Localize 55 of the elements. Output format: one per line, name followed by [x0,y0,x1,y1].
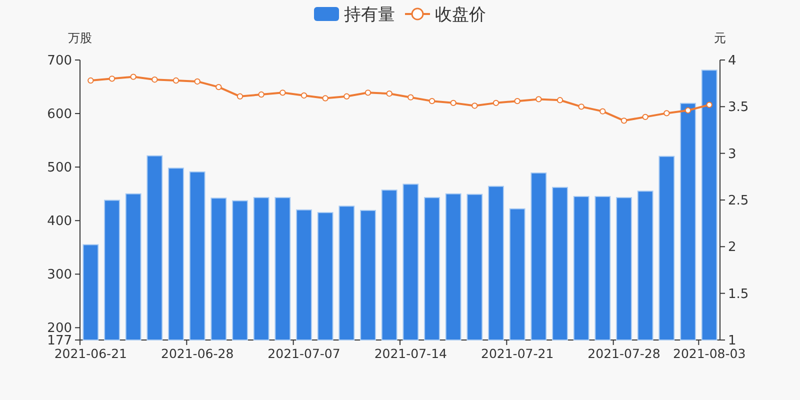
point [172,77,180,84]
point [130,74,136,80]
point [108,76,116,82]
point [706,102,712,108]
point [216,84,222,90]
point [152,76,158,83]
x-tick-label: 2021-06-28 [161,346,234,361]
point [386,90,392,97]
y-tick-label: 500 [47,160,72,176]
y-axis-title: 万股 [68,31,92,45]
y2-tick-label: 1.5 [728,286,749,302]
point [344,93,350,100]
y-tick-label: 400 [47,214,72,230]
x-tick-label: 2021-07-14 [374,346,448,361]
point [600,108,606,114]
x-tick-label: 2021-08-03 [673,346,746,361]
point [642,114,648,120]
point [450,100,456,106]
y-tick-label: 600 [47,107,72,122]
y2-tick-label: 4 [728,54,736,68]
x-tick-label: 2021-07-07 [268,346,340,361]
point [322,95,328,102]
y-tick-label: 177 [47,334,72,348]
point [194,78,200,85]
point [620,118,628,124]
legend-label: 收盘价 [435,5,486,25]
point [664,110,670,116]
point [556,97,564,104]
point [492,100,500,106]
point [236,93,244,100]
point [364,90,372,96]
point [684,107,692,114]
point [258,91,264,98]
point [514,98,520,104]
y-tick-label: 700 [47,54,72,68]
point [578,104,584,110]
y2-tick-label: 2 [728,240,736,256]
y2-axis-title: 元 [714,31,726,45]
x-tick-label: 2021-07-28 [588,346,660,361]
point [428,98,436,104]
y2-tick-label: 2.5 [728,194,749,208]
point [300,92,308,99]
point [88,77,94,84]
point [536,96,542,102]
y2-tick-label: 3 [728,146,736,162]
y-tick-label: 300 [47,268,72,283]
y2-tick-label: 1 [728,334,736,348]
x-tick-label: 2021-06-21 [54,346,127,361]
x-tick-label: 2021-07-21 [481,346,554,361]
y-tick-label: 200 [47,321,72,336]
point [472,102,478,109]
point [280,90,286,96]
point [408,94,414,100]
legend-label: 持有量 [344,5,395,25]
y2-tick-label: 3.5 [728,100,749,116]
